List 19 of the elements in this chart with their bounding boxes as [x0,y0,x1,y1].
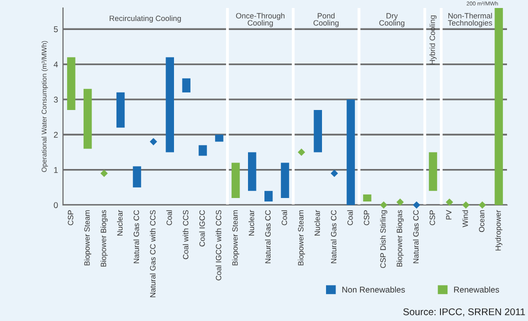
point [298,148,306,156]
source-note: Source: IPCC, SRREN 2011 [403,308,525,316]
point [396,198,404,206]
point [100,170,108,178]
y-tick-label: 2 [54,132,58,138]
point [412,201,420,209]
legend-label: Renewables [454,286,500,293]
point [446,198,454,206]
point [330,170,338,178]
y-tick-label: 4 [54,62,58,68]
point [478,201,486,209]
point [462,201,470,209]
y-tick-label: 3 [54,96,58,103]
point [150,138,158,146]
y-tick-label: 1 [54,167,58,173]
legend-label: Non Renewables [342,286,405,293]
point [380,201,388,209]
y-tick-label: 0 [54,202,58,208]
y-tick-label: 5 [54,26,58,32]
